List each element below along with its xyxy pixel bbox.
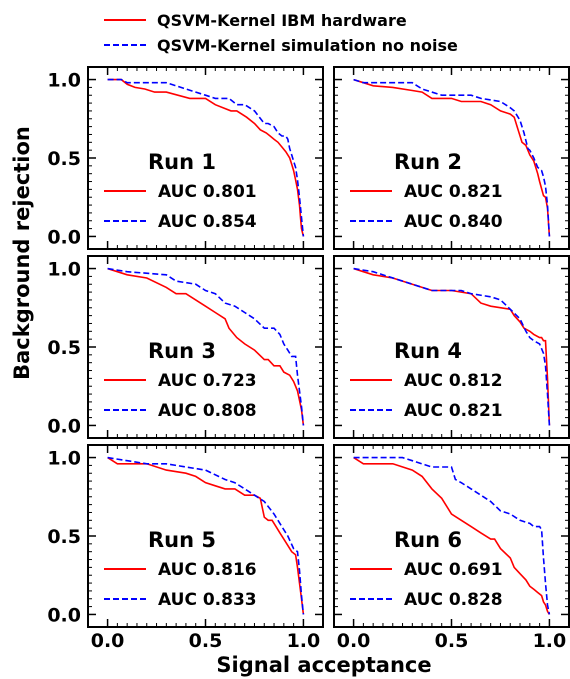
y-tick-label: 0.0 [47, 226, 81, 248]
panel-frame [333, 444, 570, 628]
legend-hardware-label: QSVM-Kernel IBM hardware [157, 11, 407, 30]
auc-hardware-label: AUC 0.812 [404, 371, 503, 391]
y-tick-label: 0.5 [47, 526, 81, 548]
panel-frame [333, 66, 570, 250]
x-tick-label: 0.0 [91, 630, 125, 652]
x-tick-label: 1.0 [287, 630, 321, 652]
x-tick-label: 0.5 [189, 630, 223, 652]
figure-legend: QSVM-Kernel IBM hardware QSVM-Kernel sim… [104, 11, 458, 55]
simulation-curve [353, 267, 551, 426]
hardware-curve [107, 456, 305, 615]
hardware-curve [107, 78, 305, 237]
panel-2: Run 2 AUC 0.821 AUC 0.840 [333, 66, 570, 250]
y-tick-label: 0.0 [47, 415, 81, 437]
panel-title: Run 3 [148, 339, 216, 363]
auc-hardware-label: AUC 0.691 [404, 560, 503, 580]
panel-frame [87, 444, 324, 628]
auc-simulation-label: AUC 0.808 [158, 401, 257, 421]
panel-frame [87, 255, 324, 439]
simulation-curve [107, 456, 305, 615]
panel-title: Run 2 [394, 150, 462, 174]
panel-5: 0.0 0.5 1.0 0.0 0.5 1.0 Run 5 AUC 0.816 AUC 0.83… [47, 444, 324, 652]
y-tick-label: 1.0 [47, 448, 81, 470]
panel-6: 0.0 0.5 1.0 Run 6 AUC 0.691 AUC 0.828 [333, 444, 570, 652]
x-axis-label: Signal acceptance [216, 653, 431, 677]
auc-simulation-label: AUC 0.828 [404, 590, 503, 610]
auc-hardware-label: AUC 0.801 [158, 182, 257, 202]
auc-simulation-label: AUC 0.833 [158, 590, 257, 610]
auc-simulation-label: AUC 0.821 [404, 401, 503, 421]
y-tick-label: 0.5 [47, 337, 81, 359]
simulation-curve [353, 78, 551, 237]
simulation-curve [107, 267, 305, 426]
hardware-curve [107, 267, 305, 426]
x-tick-label: 1.0 [533, 630, 567, 652]
y-tick-label: 1.0 [47, 259, 81, 281]
panels-grid: 0.0 0.5 1.0 Run 1 AUC 0.801 AUC 0.854 Run 2 AUC… [47, 66, 570, 652]
panel-title: Run 6 [394, 528, 462, 552]
y-axis-label: Background rejection [10, 126, 34, 380]
panel-title: Run 5 [148, 528, 216, 552]
auc-hardware-label: AUC 0.723 [158, 371, 257, 391]
panel-4: Run 4 AUC 0.812 AUC 0.821 [333, 255, 570, 439]
panel-1: 0.0 0.5 1.0 Run 1 AUC 0.801 AUC 0.854 [47, 66, 324, 250]
simulation-curve [353, 456, 551, 615]
hardware-curve [353, 456, 551, 615]
auc-simulation-label: AUC 0.840 [404, 212, 503, 232]
auc-hardware-label: AUC 0.816 [158, 560, 257, 580]
auc-hardware-label: AUC 0.821 [404, 182, 503, 202]
y-tick-label: 1.0 [47, 70, 81, 92]
hardware-curve [353, 78, 551, 237]
y-tick-label: 0.5 [47, 148, 81, 170]
simulation-curve [107, 78, 305, 237]
panel-frame [87, 66, 324, 250]
x-tick-label: 0.0 [337, 630, 371, 652]
legend-simulation-label: QSVM-Kernel simulation no noise [157, 36, 458, 55]
panel-frame [333, 255, 570, 439]
x-tick-label: 0.5 [435, 630, 469, 652]
panel-title: Run 4 [394, 339, 462, 363]
panel-title: Run 1 [148, 150, 216, 174]
auc-simulation-label: AUC 0.854 [158, 212, 257, 232]
y-tick-label: 0.0 [47, 604, 81, 626]
panel-3: 0.0 0.5 1.0 Run 3 AUC 0.723 AUC 0.808 [47, 255, 324, 439]
